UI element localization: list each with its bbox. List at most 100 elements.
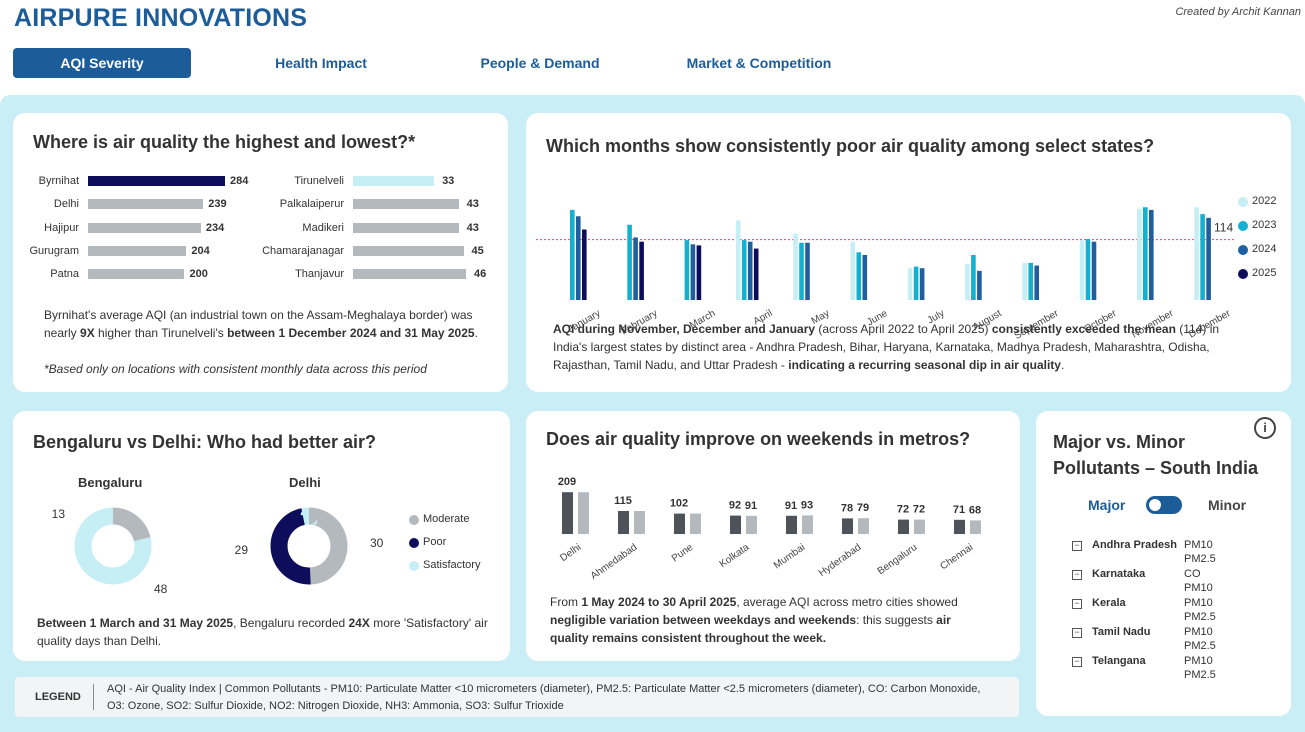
info-icon[interactable]: i [1254,417,1276,439]
bar-label: Delhi [54,198,79,210]
bar [730,516,741,534]
card-weekend-metros: Does air quality improve on weekends in … [526,411,1020,661]
collapse-icon[interactable]: − [1072,599,1082,609]
collapse-icon[interactable]: − [1072,541,1082,551]
collapse-icon[interactable]: − [1072,657,1082,667]
bar-value: 102 [670,498,688,510]
card-monthly-aqi: Which months show consistently poor air … [526,113,1291,392]
state-name: Kerala [1092,597,1126,609]
legend-label: 2025 [1252,267,1276,279]
pollutant-name: CO [1184,568,1201,580]
bar [353,199,459,209]
bar [578,492,589,534]
state-name: Andhra Pradesh [1092,539,1177,551]
bar [1086,239,1091,300]
donut-value: 29 [235,543,249,557]
bar [353,246,464,256]
collapse-icon[interactable]: − [1072,628,1082,638]
title-line: Major vs. Minor [1053,429,1258,455]
toggle-minor-label[interactable]: Minor [1208,497,1246,513]
delhi-label: Delhi [289,475,321,490]
legend-label: Poor [423,536,446,548]
note-line: negligible variation between weekdays an… [550,611,958,629]
bar [793,234,798,300]
bar-label: Palkalaiperur [280,198,344,210]
card-title: Where is air quality the highest and low… [33,132,415,153]
bar [88,199,203,209]
legend-dot [1238,221,1248,231]
bar [1206,218,1211,300]
bar [633,237,638,300]
title-line: Pollutants – South India [1053,455,1258,481]
note-line: Between 1 March and 31 May 2025, Bengalu… [37,614,488,632]
card-note: Between 1 March and 31 May 2025, Bengalu… [37,614,488,650]
bar [858,518,869,534]
bar-value: 115 [614,495,632,507]
bar-value: 46 [474,268,486,280]
pollutant-name: PM10 [1184,582,1213,594]
bar-value: 33 [442,175,454,187]
bar-value: 234 [206,222,224,234]
state-name: Karnataka [1092,568,1145,580]
card-title: Major vs. Minor Pollutants – South India [1053,429,1258,481]
bar [1194,207,1199,300]
bar [977,271,982,300]
tab-market-competition[interactable]: Market & Competition [675,48,843,78]
bar [88,176,225,186]
bar [914,520,925,534]
bar [842,518,853,534]
bar-value: 284 [230,175,248,187]
bar [742,240,747,300]
tab-aqi-severity[interactable]: AQI Severity [13,48,191,78]
tab-health-impact[interactable]: Health Impact [240,48,402,78]
bar-label: Madikeri [302,222,344,234]
major-minor-toggle[interactable] [1146,496,1182,514]
bar [1092,242,1097,300]
bar-value: 92 [729,500,741,512]
legend-dot [1238,197,1248,207]
legend-text: AQI - Air Quality Index | Common Polluta… [107,681,980,715]
bar [857,252,862,300]
bar-value: 200 [189,268,207,280]
pollutant-name: PM10 [1184,626,1213,638]
bar [88,223,201,233]
collapse-icon[interactable]: − [1072,570,1082,580]
bar [746,516,757,534]
bar-value: 45 [472,245,484,257]
bar [570,210,575,300]
bar-value: 43 [467,198,479,210]
tab-people-demand[interactable]: People & Demand [455,48,625,78]
bar [576,216,581,300]
bar [1080,241,1085,300]
bar-value: 239 [208,198,226,210]
legend-box: LEGEND AQI - Air Quality Index | Common … [15,677,1019,717]
bar [353,176,434,186]
legend-dot [1238,245,1248,255]
bar [353,223,459,233]
bar [898,520,909,534]
legend-dot [409,515,419,525]
bar-value: 204 [191,245,209,257]
bar [618,511,629,534]
bengaluru-label: Bengaluru [78,475,142,490]
bar [1137,209,1142,300]
bar [754,249,759,300]
bar [805,243,810,300]
credit-text: Created by Archit Kannan [1175,6,1301,18]
bar [1143,207,1148,300]
toggle-major-label[interactable]: Major [1088,497,1125,513]
bar-label: Gurugram [29,245,79,257]
bar-label: Byrnihat [39,175,79,187]
note-line: nearly 9X higher than Tirunelveli's betw… [44,324,478,342]
bar-value: 72 [913,504,925,516]
legend-label: LEGEND [35,691,81,703]
bar [627,225,632,300]
bar [1022,263,1027,300]
legend-line: O3: Ozone, SO2: Sulfur Dioxide, NO2: Nit… [107,698,980,715]
footnote: *Based only on locations with consistent… [44,360,427,378]
note-line: quality days than Delhi. [37,632,488,650]
note-line: AQI during November, December and Januar… [553,320,1219,338]
bar [582,230,587,300]
donut-value: 13 [52,507,66,521]
bar [851,242,856,300]
